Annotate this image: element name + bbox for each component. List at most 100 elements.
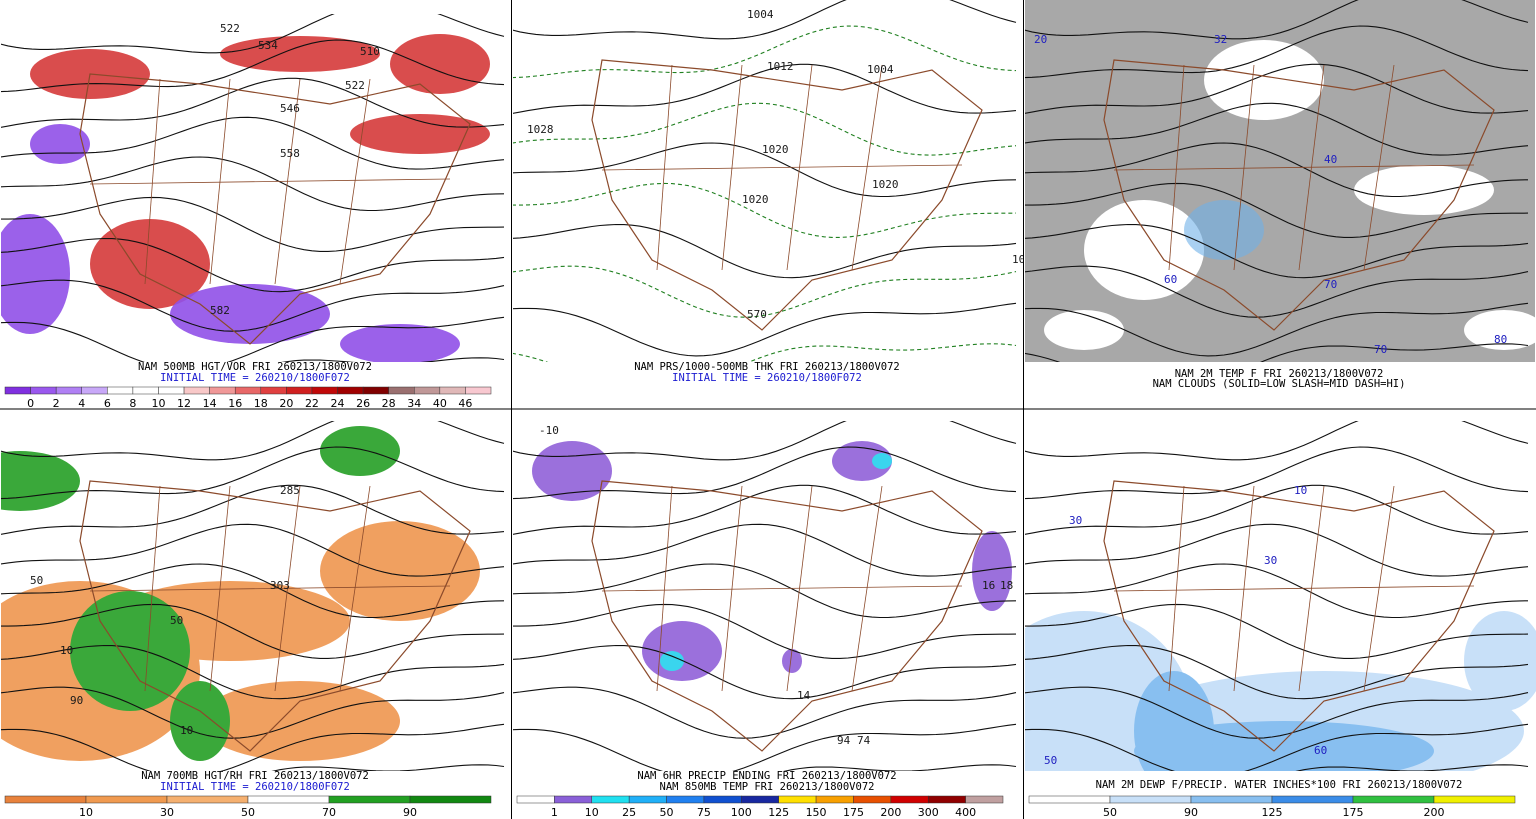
colorbar-swatch (414, 386, 441, 395)
colorbar-label: 400 (955, 806, 976, 819)
contour (513, 302, 1017, 357)
contour-label: 50 (30, 574, 43, 587)
colorbar-label: 4 (78, 397, 85, 410)
contour-label: 10 (1294, 484, 1307, 497)
field-area (1044, 310, 1124, 350)
contour (1, 116, 505, 170)
contour-label: 18 (1000, 579, 1013, 592)
field-area (70, 591, 190, 711)
field-area (972, 531, 1012, 611)
colorbar-swatch (465, 386, 492, 395)
contour (1025, 484, 1529, 535)
colorbar-swatch (286, 386, 313, 395)
contour-label: 1020 (1012, 253, 1039, 266)
colorbar-swatch (703, 795, 742, 804)
contour (1, 421, 505, 461)
contour (513, 686, 1017, 739)
colorbar-label: 50 (241, 806, 255, 819)
colorbar-swatch (337, 386, 364, 395)
state-line (721, 485, 743, 692)
colorbar-label: 125 (768, 806, 789, 819)
colorbar-swatch (666, 795, 705, 804)
contour (1, 39, 505, 93)
contour (1025, 302, 1529, 357)
map: 50 10 90 50 303 10 285 (1, 421, 511, 771)
contour-label: 1028 (527, 123, 554, 136)
colorbar-swatch (927, 795, 966, 804)
colorbar-label: 100 (731, 806, 752, 819)
colorbar-label: 25 (622, 806, 636, 819)
colorbar-swatch (1028, 795, 1111, 804)
contour-label: 94 (837, 734, 851, 747)
contour-label: -10 (539, 424, 559, 437)
colorbar-swatch (4, 386, 31, 395)
contour-label: 50 (170, 614, 183, 627)
field-area (1, 451, 80, 511)
field-area (782, 649, 802, 673)
colorbar-swatch (890, 795, 929, 804)
contour (1025, 265, 1529, 318)
contour-label: 14 (797, 689, 811, 702)
colorbar-label: 75 (697, 806, 711, 819)
colorbar-label: 70 (322, 806, 336, 819)
colorbar-swatch (1433, 795, 1516, 804)
caption: NAM 2M TEMP F FRI 260213/1800V072 (1175, 368, 1384, 380)
colorbar-label: 1 (551, 806, 558, 819)
colorbar-swatch (166, 795, 249, 804)
contour (1295, 764, 1529, 771)
contour-label: 582 (210, 304, 230, 317)
colorbar-swatch (260, 386, 287, 395)
caption: NAM 2M DEWP F/PRECIP. WATER INCHES*100 F… (1096, 779, 1463, 791)
state-line (721, 64, 743, 271)
colorbar-label: 24 (331, 397, 345, 410)
state-line (656, 64, 673, 271)
contour (1025, 686, 1529, 739)
field-area (1464, 310, 1536, 350)
contour (513, 223, 1017, 279)
colorbar-swatch (1352, 795, 1435, 804)
contour-label: 30 (1264, 554, 1277, 567)
state-line (851, 64, 883, 271)
contour-label: 303 (270, 579, 290, 592)
state-line (1113, 164, 1475, 171)
contour-label: 10 (180, 724, 193, 737)
colorbar-label: 90 (1184, 806, 1198, 819)
contour (513, 25, 1017, 79)
contour-label: 80 (1494, 333, 1507, 346)
colorbar-label: 6 (104, 397, 111, 410)
contour (513, 446, 1017, 500)
colorbar-swatch (1109, 795, 1192, 804)
state-line (89, 585, 451, 592)
contour (1025, 446, 1529, 500)
colorbar-swatch (4, 795, 87, 804)
contour (1025, 25, 1529, 79)
contour (513, 644, 1017, 700)
colorbar-swatch (158, 386, 185, 395)
colorbar-swatch (554, 795, 593, 804)
contour-label: 1004 (867, 63, 894, 76)
contour-label: 1020 (762, 143, 789, 156)
caption: NAM CLOUDS (SOLID=LOW SLASH=MID DASH=HI) (1153, 378, 1406, 390)
contour-label: 40 (1324, 153, 1337, 166)
field-area (832, 441, 892, 481)
state-line (601, 585, 963, 592)
caption: NAM 850MB TEMP FRI 260213/1800V072 (660, 781, 875, 793)
contour (1025, 63, 1529, 114)
contour (271, 764, 505, 771)
contour (1025, 182, 1529, 238)
state-line (601, 164, 963, 171)
state-line (851, 485, 883, 692)
contour (513, 0, 1017, 40)
colorbar-swatch (30, 386, 57, 395)
contour (1025, 723, 1529, 771)
colorbar-label: 0 (27, 397, 34, 410)
state-line (1168, 64, 1185, 271)
field-area (340, 324, 460, 362)
contour (513, 723, 1017, 771)
contour (1, 279, 505, 332)
state-line (1363, 64, 1395, 271)
contour (1025, 102, 1529, 156)
contour (1, 446, 505, 500)
